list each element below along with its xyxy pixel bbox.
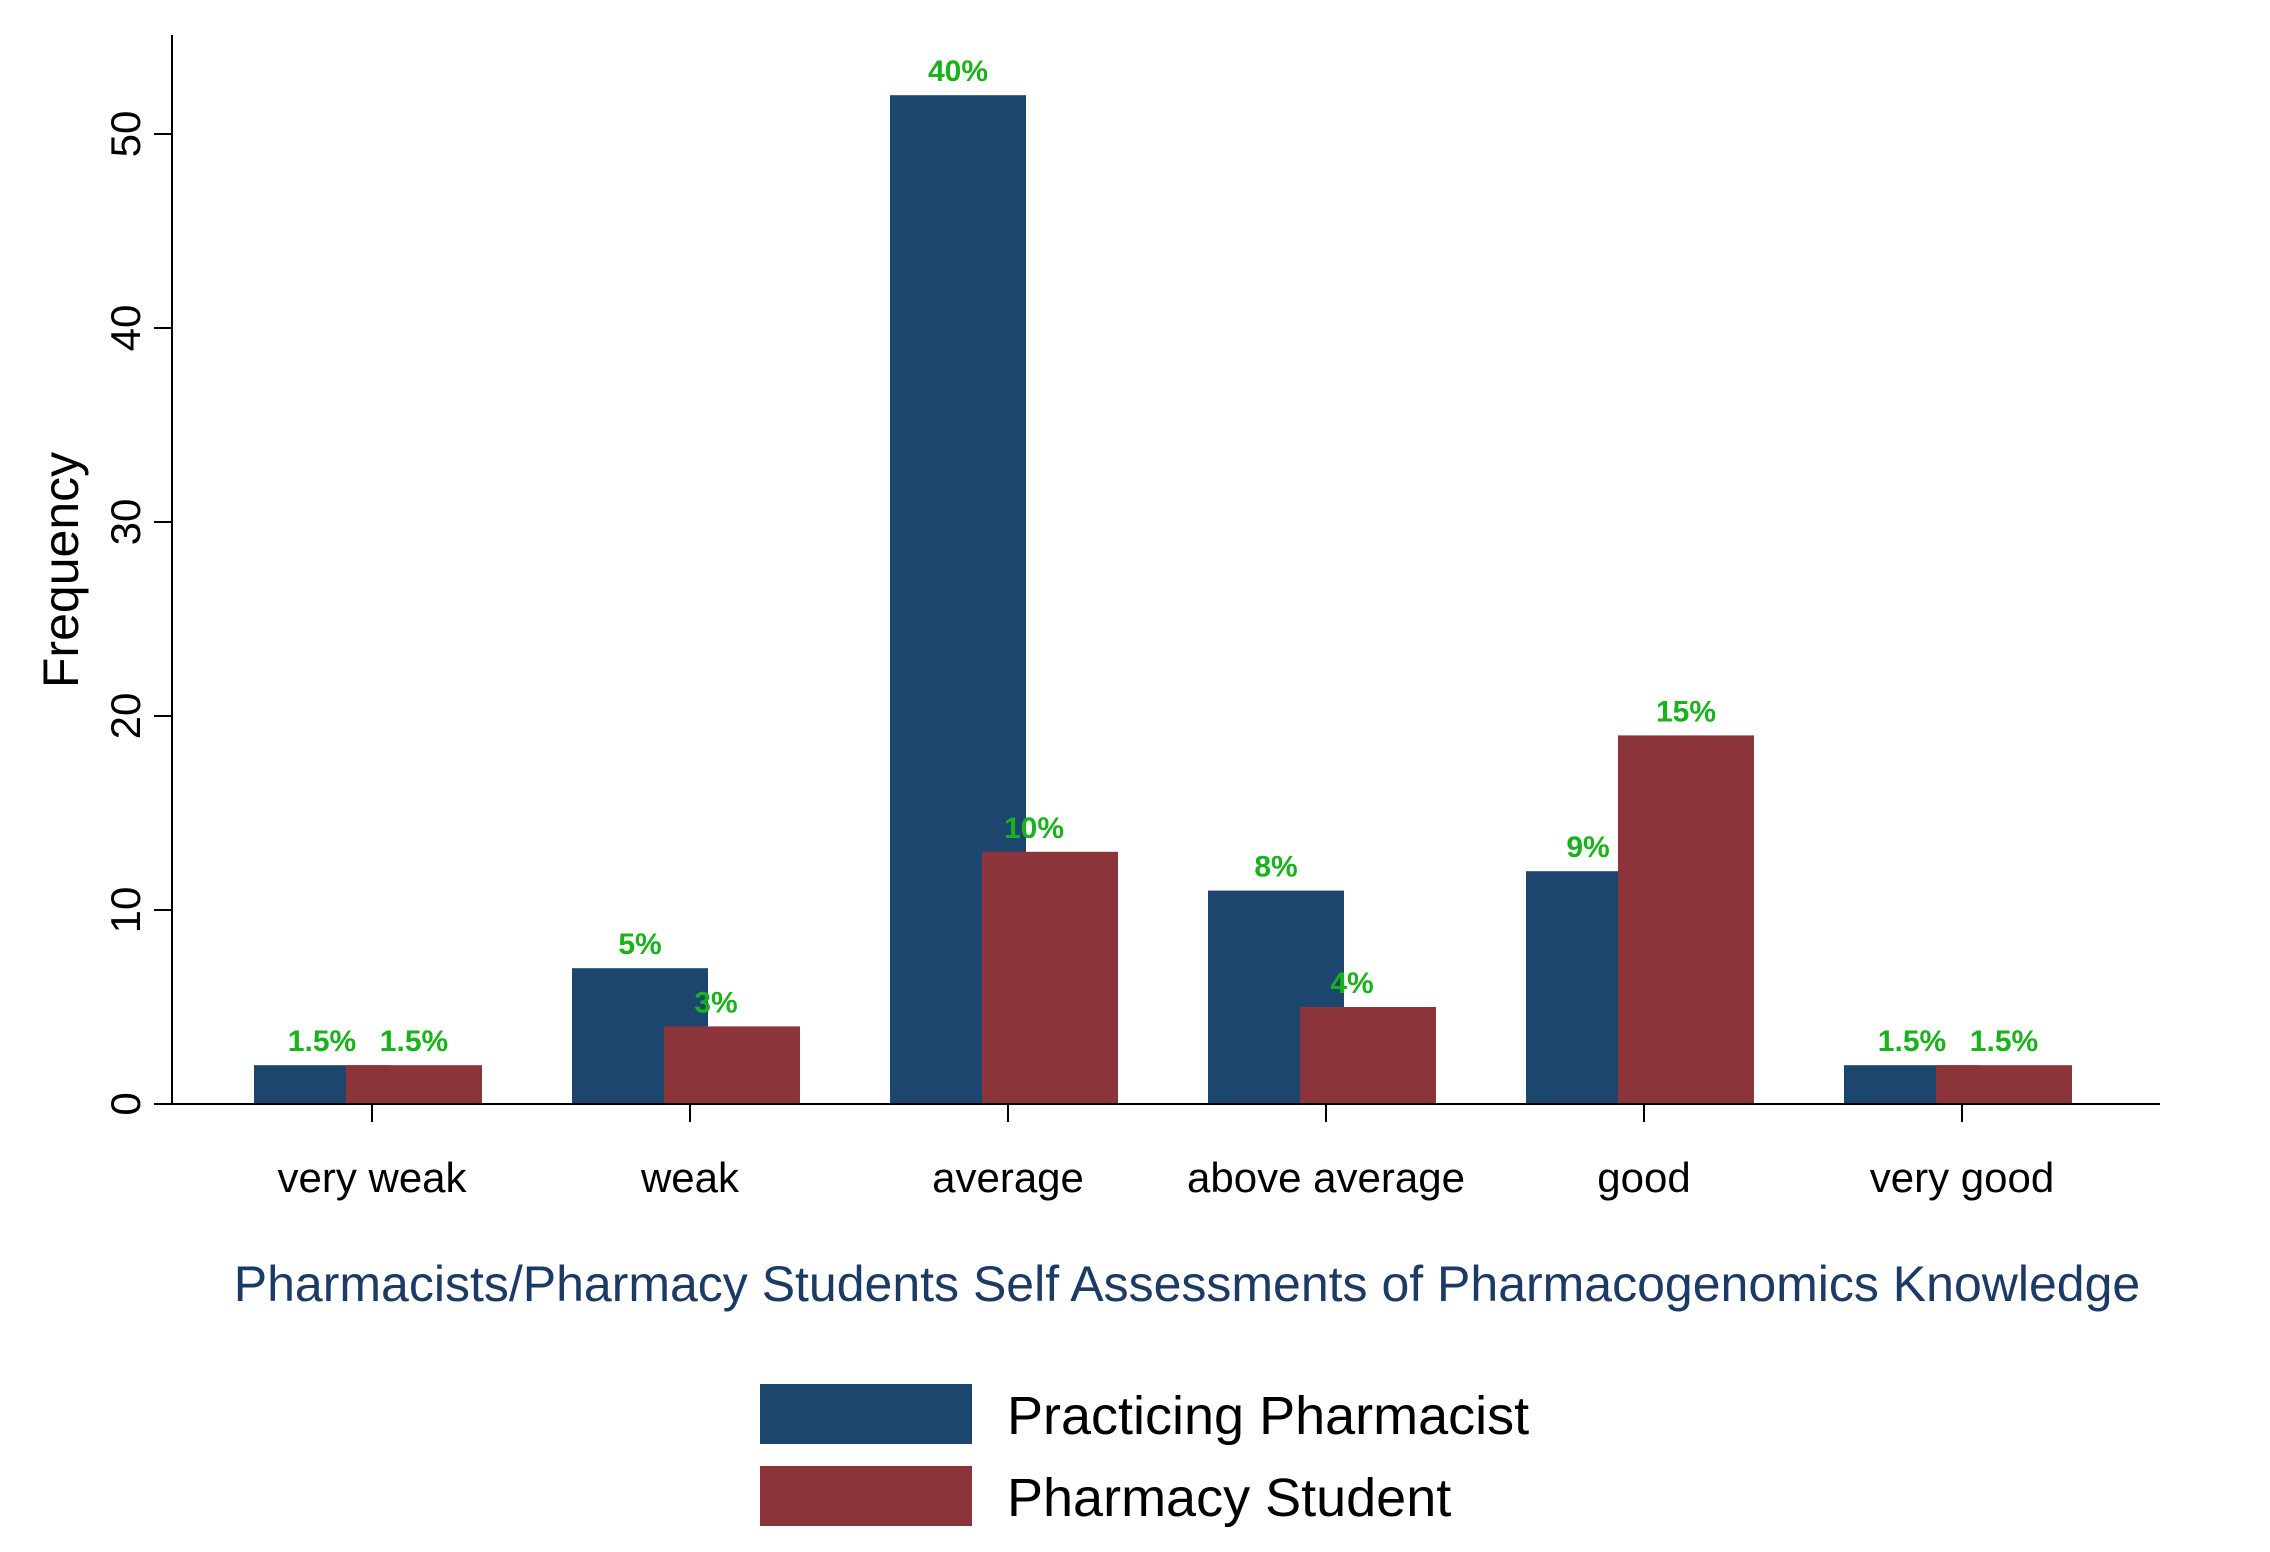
y-tick-label-10: 10	[102, 887, 149, 934]
data-label-practicing-pharmacist-average: 40%	[928, 55, 988, 88]
legend-label-practicing-pharmacist: Practicing Pharmacist	[1007, 1386, 1529, 1446]
data-label-practicing-pharmacist-good: 9%	[1566, 831, 1609, 864]
x-tick-label-very-weak: very weak	[277, 1154, 467, 1201]
x-tick-label-average: average	[932, 1154, 1084, 1201]
y-tick-label-30: 30	[102, 499, 149, 546]
bar-pharmacy-student-very-weak	[346, 1065, 482, 1104]
bar-pharmacy-student-above-average	[1300, 1007, 1436, 1104]
legend-swatch-practicing-pharmacist	[760, 1384, 972, 1444]
data-label-practicing-pharmacist-very-good: 1.5%	[1878, 1025, 1946, 1058]
y-tick-label-40: 40	[102, 305, 149, 352]
bar-pharmacy-student-good	[1618, 735, 1754, 1104]
data-label-pharmacy-student-good: 15%	[1656, 695, 1716, 728]
x-axis-title: Pharmacists/Pharmacy Students Self Asses…	[234, 1256, 2140, 1312]
data-label-pharmacy-student-average: 10%	[1004, 812, 1064, 845]
y-axis-title: Frequency	[33, 452, 89, 688]
data-labels-layer: 1.5% 1.5% 5% 3% 40% 10% 8% 4% 9% 15% 1.5% 1.5%	[288, 55, 2038, 1058]
data-label-practicing-pharmacist-weak: 5%	[618, 928, 661, 961]
legend-swatch-pharmacy-student	[760, 1466, 972, 1526]
y-tick-label-0: 0	[102, 1092, 149, 1115]
data-label-practicing-pharmacist-above-average: 8%	[1254, 851, 1297, 884]
axes-layer: very weak weak average above average good ver…	[102, 35, 2160, 1201]
bar-pharmacy-student-weak	[664, 1026, 800, 1104]
y-tick-label-20: 20	[102, 693, 149, 740]
data-label-pharmacy-student-weak: 3%	[694, 986, 737, 1019]
bar-pharmacy-student-very-good	[1936, 1065, 2072, 1104]
x-tick-label-weak: weak	[640, 1154, 740, 1201]
bars-layer	[254, 95, 2072, 1104]
data-label-pharmacy-student-above-average: 4%	[1330, 967, 1373, 1000]
legend-label-pharmacy-student: Pharmacy Student	[1007, 1468, 1451, 1528]
data-label-practicing-pharmacist-very-weak: 1.5%	[288, 1025, 356, 1058]
legend: Practicing Pharmacist Pharmacy Student	[760, 1384, 1529, 1528]
data-label-pharmacy-student-very-weak: 1.5%	[380, 1025, 448, 1058]
data-label-pharmacy-student-very-good: 1.5%	[1970, 1025, 2038, 1058]
x-tick-label-very-good: very good	[1870, 1154, 2054, 1201]
x-tick-label-good: good	[1597, 1154, 1690, 1201]
x-tick-label-above-average: above average	[1187, 1154, 1465, 1201]
bar-pharmacy-student-average	[982, 851, 1118, 1104]
y-tick-label-50: 50	[102, 111, 149, 158]
